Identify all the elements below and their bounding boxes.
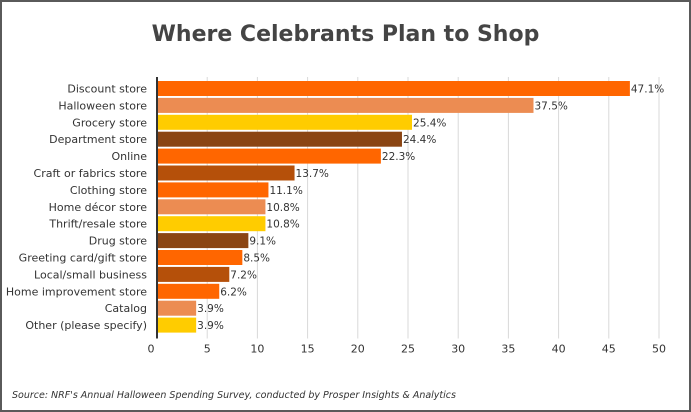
category-label: Thrift/resale store xyxy=(48,218,147,231)
bar xyxy=(157,317,197,333)
value-label: 8.5% xyxy=(243,253,270,265)
category-label: Online xyxy=(112,150,148,163)
x-tick-label: 35 xyxy=(501,343,515,356)
x-tick-label: 25 xyxy=(401,343,415,356)
category-label: Drug store xyxy=(89,235,147,248)
x-tick-label: 20 xyxy=(351,343,365,356)
category-label: Local/small business xyxy=(34,268,147,281)
category-label: Other (please specify) xyxy=(25,319,147,332)
bar xyxy=(157,283,220,299)
x-tick-label: 50 xyxy=(652,343,666,356)
bar xyxy=(157,233,249,249)
bar xyxy=(157,148,381,164)
bar xyxy=(157,97,534,113)
value-label: 47.1% xyxy=(631,84,664,96)
category-label: Home improvement store xyxy=(6,285,147,298)
x-tick-label: 10 xyxy=(250,343,264,356)
value-label: 10.8% xyxy=(266,219,299,231)
chart-title: Where Celebrants Plan to Shop xyxy=(151,22,540,47)
source-note: Source: NRF's Annual Halloween Spending … xyxy=(12,390,456,401)
category-labels: Discount store Halloween store Grocery sto… xyxy=(6,83,147,333)
x-tick-label: 30 xyxy=(451,343,465,356)
bar xyxy=(157,81,630,96)
bar xyxy=(157,266,230,282)
value-label: 6.2% xyxy=(220,286,247,298)
x-tick-label: 0 xyxy=(148,343,155,356)
value-label: 3.9% xyxy=(197,320,224,332)
value-label: 13.7% xyxy=(296,168,329,180)
bar xyxy=(157,131,402,147)
value-label: 10.8% xyxy=(266,202,299,214)
bar xyxy=(157,199,266,215)
bar xyxy=(157,165,295,181)
value-label: 3.9% xyxy=(197,303,224,315)
category-label: Clothing store xyxy=(70,184,147,197)
category-label: Halloween store xyxy=(58,99,147,112)
bar xyxy=(157,114,413,130)
bar xyxy=(157,250,243,265)
value-labels: 47.1% 37.5% 25.4% 24.4% 22.3% 13.7% 11.1% 10.8%… xyxy=(197,84,664,333)
bar xyxy=(157,216,266,232)
category-label: Home décor store xyxy=(49,201,148,214)
category-label: Catalog xyxy=(105,302,147,315)
x-tick-labels: 0 5 10 15 20 25 30 35 40 45 50 xyxy=(148,343,667,356)
bars xyxy=(157,81,630,333)
category-label: Department store xyxy=(49,133,147,146)
value-label: 22.3% xyxy=(382,151,415,163)
category-label: Grocery store xyxy=(72,116,147,129)
category-label: Discount store xyxy=(67,83,147,96)
category-label: Greeting card/gift store xyxy=(19,252,148,265)
value-label: 9.1% xyxy=(249,236,276,248)
value-label: 25.4% xyxy=(413,117,446,129)
value-label: 11.1% xyxy=(269,185,302,197)
x-tick-label: 5 xyxy=(204,343,211,356)
value-label: 7.2% xyxy=(230,269,257,281)
category-label: Craft or fabrics store xyxy=(34,167,148,180)
x-tick-label: 15 xyxy=(301,343,315,356)
value-label: 37.5% xyxy=(535,100,568,112)
x-tick-label: 45 xyxy=(602,343,616,356)
value-label: 24.4% xyxy=(403,134,436,146)
bar xyxy=(157,300,197,316)
x-tick-label: 40 xyxy=(552,343,566,356)
bar xyxy=(157,182,269,198)
